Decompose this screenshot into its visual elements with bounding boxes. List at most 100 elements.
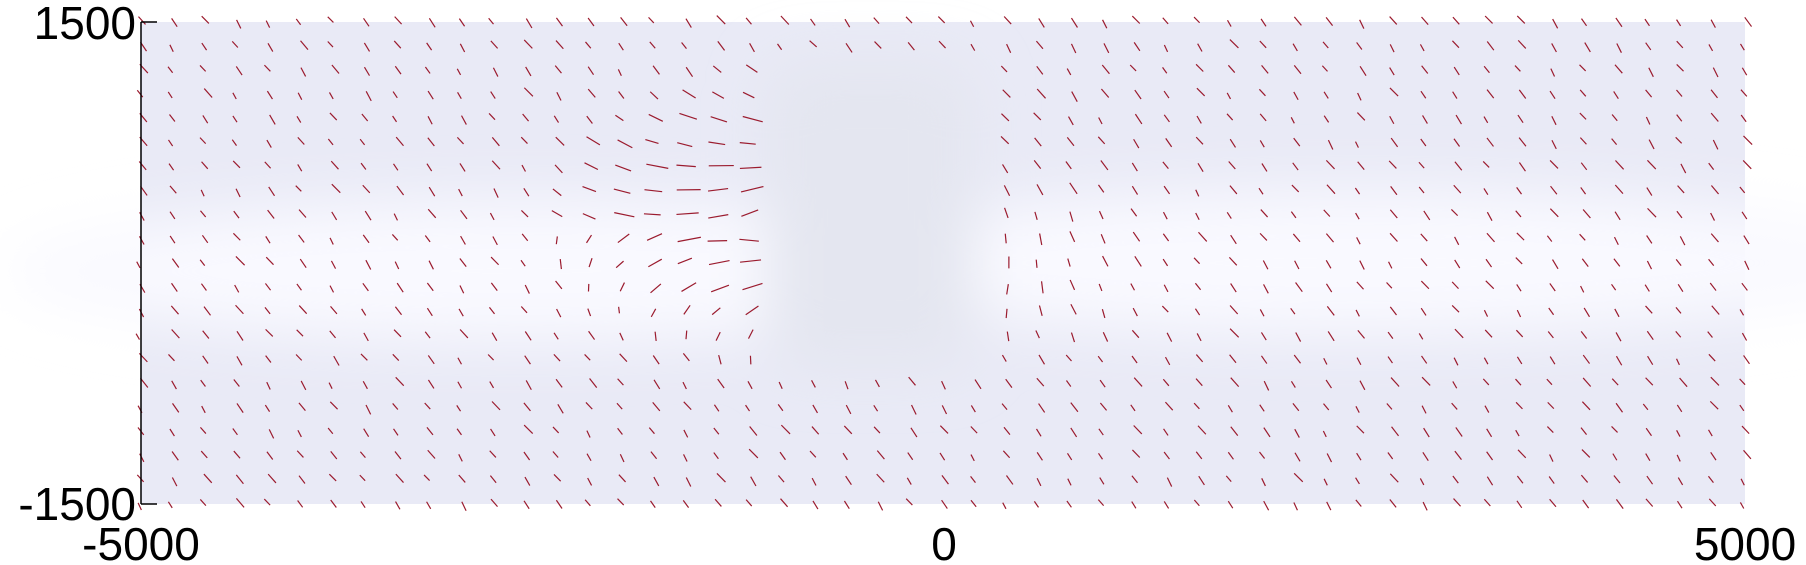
field-segment: [1000, 65, 1008, 73]
field-segment: [199, 426, 207, 434]
field-segment: [296, 283, 302, 291]
field-segment: [300, 40, 309, 51]
field-segment: [1389, 306, 1397, 316]
field-segment: [427, 379, 435, 389]
field-segment: [1387, 331, 1394, 340]
field-segment: [811, 380, 816, 388]
field-segment: [1069, 182, 1078, 195]
field-segment: [1712, 67, 1719, 78]
field-segment: [1293, 65, 1302, 75]
field-segment: [1357, 330, 1365, 339]
field-segment: [491, 332, 498, 342]
field-segment: [1131, 329, 1140, 339]
field-segment: [649, 41, 656, 49]
field-segment: [780, 424, 791, 435]
field-segment: [1645, 116, 1651, 125]
field-segment: [265, 20, 271, 28]
field-segment: [136, 261, 141, 269]
x-tick-label-neg5000: -5000: [82, 518, 200, 565]
field-segment: [396, 185, 405, 196]
field-segment: [1164, 356, 1171, 366]
field-segment: [1162, 378, 1170, 387]
field-segment: [521, 233, 529, 242]
y-tick-label-1500: 1500: [34, 0, 136, 49]
field-segment: [1484, 405, 1490, 413]
field-segment: [586, 453, 592, 462]
field-segment: [1485, 258, 1493, 268]
field-segment: [1197, 43, 1203, 52]
field-segment: [491, 160, 501, 170]
field-segment: [493, 188, 499, 198]
field-segment: [524, 331, 532, 341]
field-segment: [1162, 67, 1168, 74]
field-segment: [523, 39, 533, 49]
field-segment: [554, 164, 563, 174]
field-segment: [970, 499, 977, 508]
field-segment: [1230, 426, 1239, 436]
field-segment: [1741, 425, 1750, 435]
field-segment: [939, 425, 949, 434]
field-segment: [1581, 258, 1589, 267]
field-segment: [1390, 186, 1398, 196]
field-segment: [1293, 137, 1301, 147]
field-segment: [1290, 211, 1297, 219]
field-segment: [910, 427, 918, 438]
field-segment: [1611, 378, 1619, 386]
field-segment: [236, 19, 242, 29]
field-segment: [1744, 260, 1750, 271]
field-segment: [1359, 19, 1365, 29]
field-segment: [490, 498, 498, 508]
field-segment: [844, 381, 849, 390]
field-segment: [1483, 357, 1489, 365]
field-segment: [1388, 160, 1397, 169]
field-segment: [1356, 425, 1365, 434]
field-segment: [1356, 42, 1363, 50]
field-segment: [487, 354, 495, 361]
field-segment: [1484, 15, 1493, 24]
field-segment: [361, 308, 367, 316]
field-segment: [1195, 136, 1204, 145]
field-segment: [1614, 308, 1620, 318]
field-segment: [1389, 115, 1395, 125]
field-segment: [1323, 91, 1329, 99]
field-segment: [171, 282, 178, 292]
field-segment: [1036, 477, 1042, 487]
field-segment: [844, 18, 851, 28]
field-segment: [1547, 401, 1555, 410]
field-segment: [1230, 377, 1240, 388]
field-segment: [1163, 44, 1169, 53]
field-segment: [296, 116, 302, 123]
field-segment: [298, 234, 305, 243]
field-segment: [874, 379, 880, 388]
field-segment: [171, 380, 177, 390]
field-segment: [1389, 87, 1399, 97]
field-segment: [1195, 63, 1204, 72]
field-segment: [520, 306, 528, 314]
field-segment: [427, 355, 435, 365]
field-segment: [1070, 43, 1077, 54]
field-segment: [1515, 429, 1520, 437]
field-segment: [779, 451, 786, 461]
field-segment: [645, 138, 659, 145]
field-segment: [1744, 16, 1753, 27]
field-segment: [488, 307, 495, 315]
field-segment: [167, 501, 173, 509]
field-segment: [520, 136, 528, 144]
field-segment: [200, 283, 207, 291]
field-segment: [587, 17, 595, 27]
field-segment: [617, 233, 630, 244]
field-segment: [427, 449, 436, 459]
field-segment: [1422, 451, 1429, 462]
field-segment: [1355, 477, 1360, 485]
field-segment: [1162, 161, 1169, 170]
field-segment: [1230, 234, 1237, 245]
field-segment: [1386, 403, 1393, 410]
field-segment: [1387, 452, 1394, 460]
field-segment: [1293, 472, 1304, 483]
field-segment: [1743, 135, 1753, 145]
field-segment: [780, 498, 789, 508]
field-segment: [845, 475, 852, 486]
field-segment: [1294, 260, 1300, 270]
x-tick-label-0: 0: [931, 518, 957, 565]
field-segment: [1614, 184, 1624, 195]
